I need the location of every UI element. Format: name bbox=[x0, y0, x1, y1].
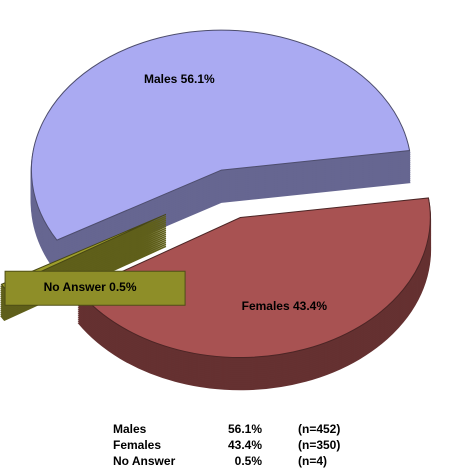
slice-name: Males bbox=[144, 72, 178, 86]
table-count: (n=452) bbox=[298, 422, 340, 436]
slice-value: 43.4% bbox=[293, 299, 327, 313]
slice-value: 56.1% bbox=[181, 72, 215, 86]
slice-label: Males 56.1% bbox=[144, 72, 215, 86]
slice bbox=[78, 197, 431, 359]
table-value: 0.5% bbox=[235, 454, 263, 468]
slice bbox=[30, 29, 411, 241]
table-name: No Answer bbox=[113, 454, 176, 468]
table-value: 56.1% bbox=[228, 422, 262, 436]
slice-label: No Answer 0.5% bbox=[44, 280, 137, 294]
table-name: Males bbox=[113, 422, 147, 436]
slice-label: Females 43.4% bbox=[242, 299, 328, 313]
table-value: 43.4% bbox=[228, 438, 262, 452]
table-count: (n=350) bbox=[298, 438, 340, 452]
slice-value: 0.5% bbox=[109, 280, 137, 294]
table-count: (n=4) bbox=[298, 454, 327, 468]
slice-name: Females bbox=[242, 299, 290, 313]
slice bbox=[0, 213, 167, 289]
slice-name: No Answer bbox=[44, 280, 107, 294]
slice-side-label-bg bbox=[4, 270, 186, 306]
table-name: Females bbox=[113, 438, 161, 452]
